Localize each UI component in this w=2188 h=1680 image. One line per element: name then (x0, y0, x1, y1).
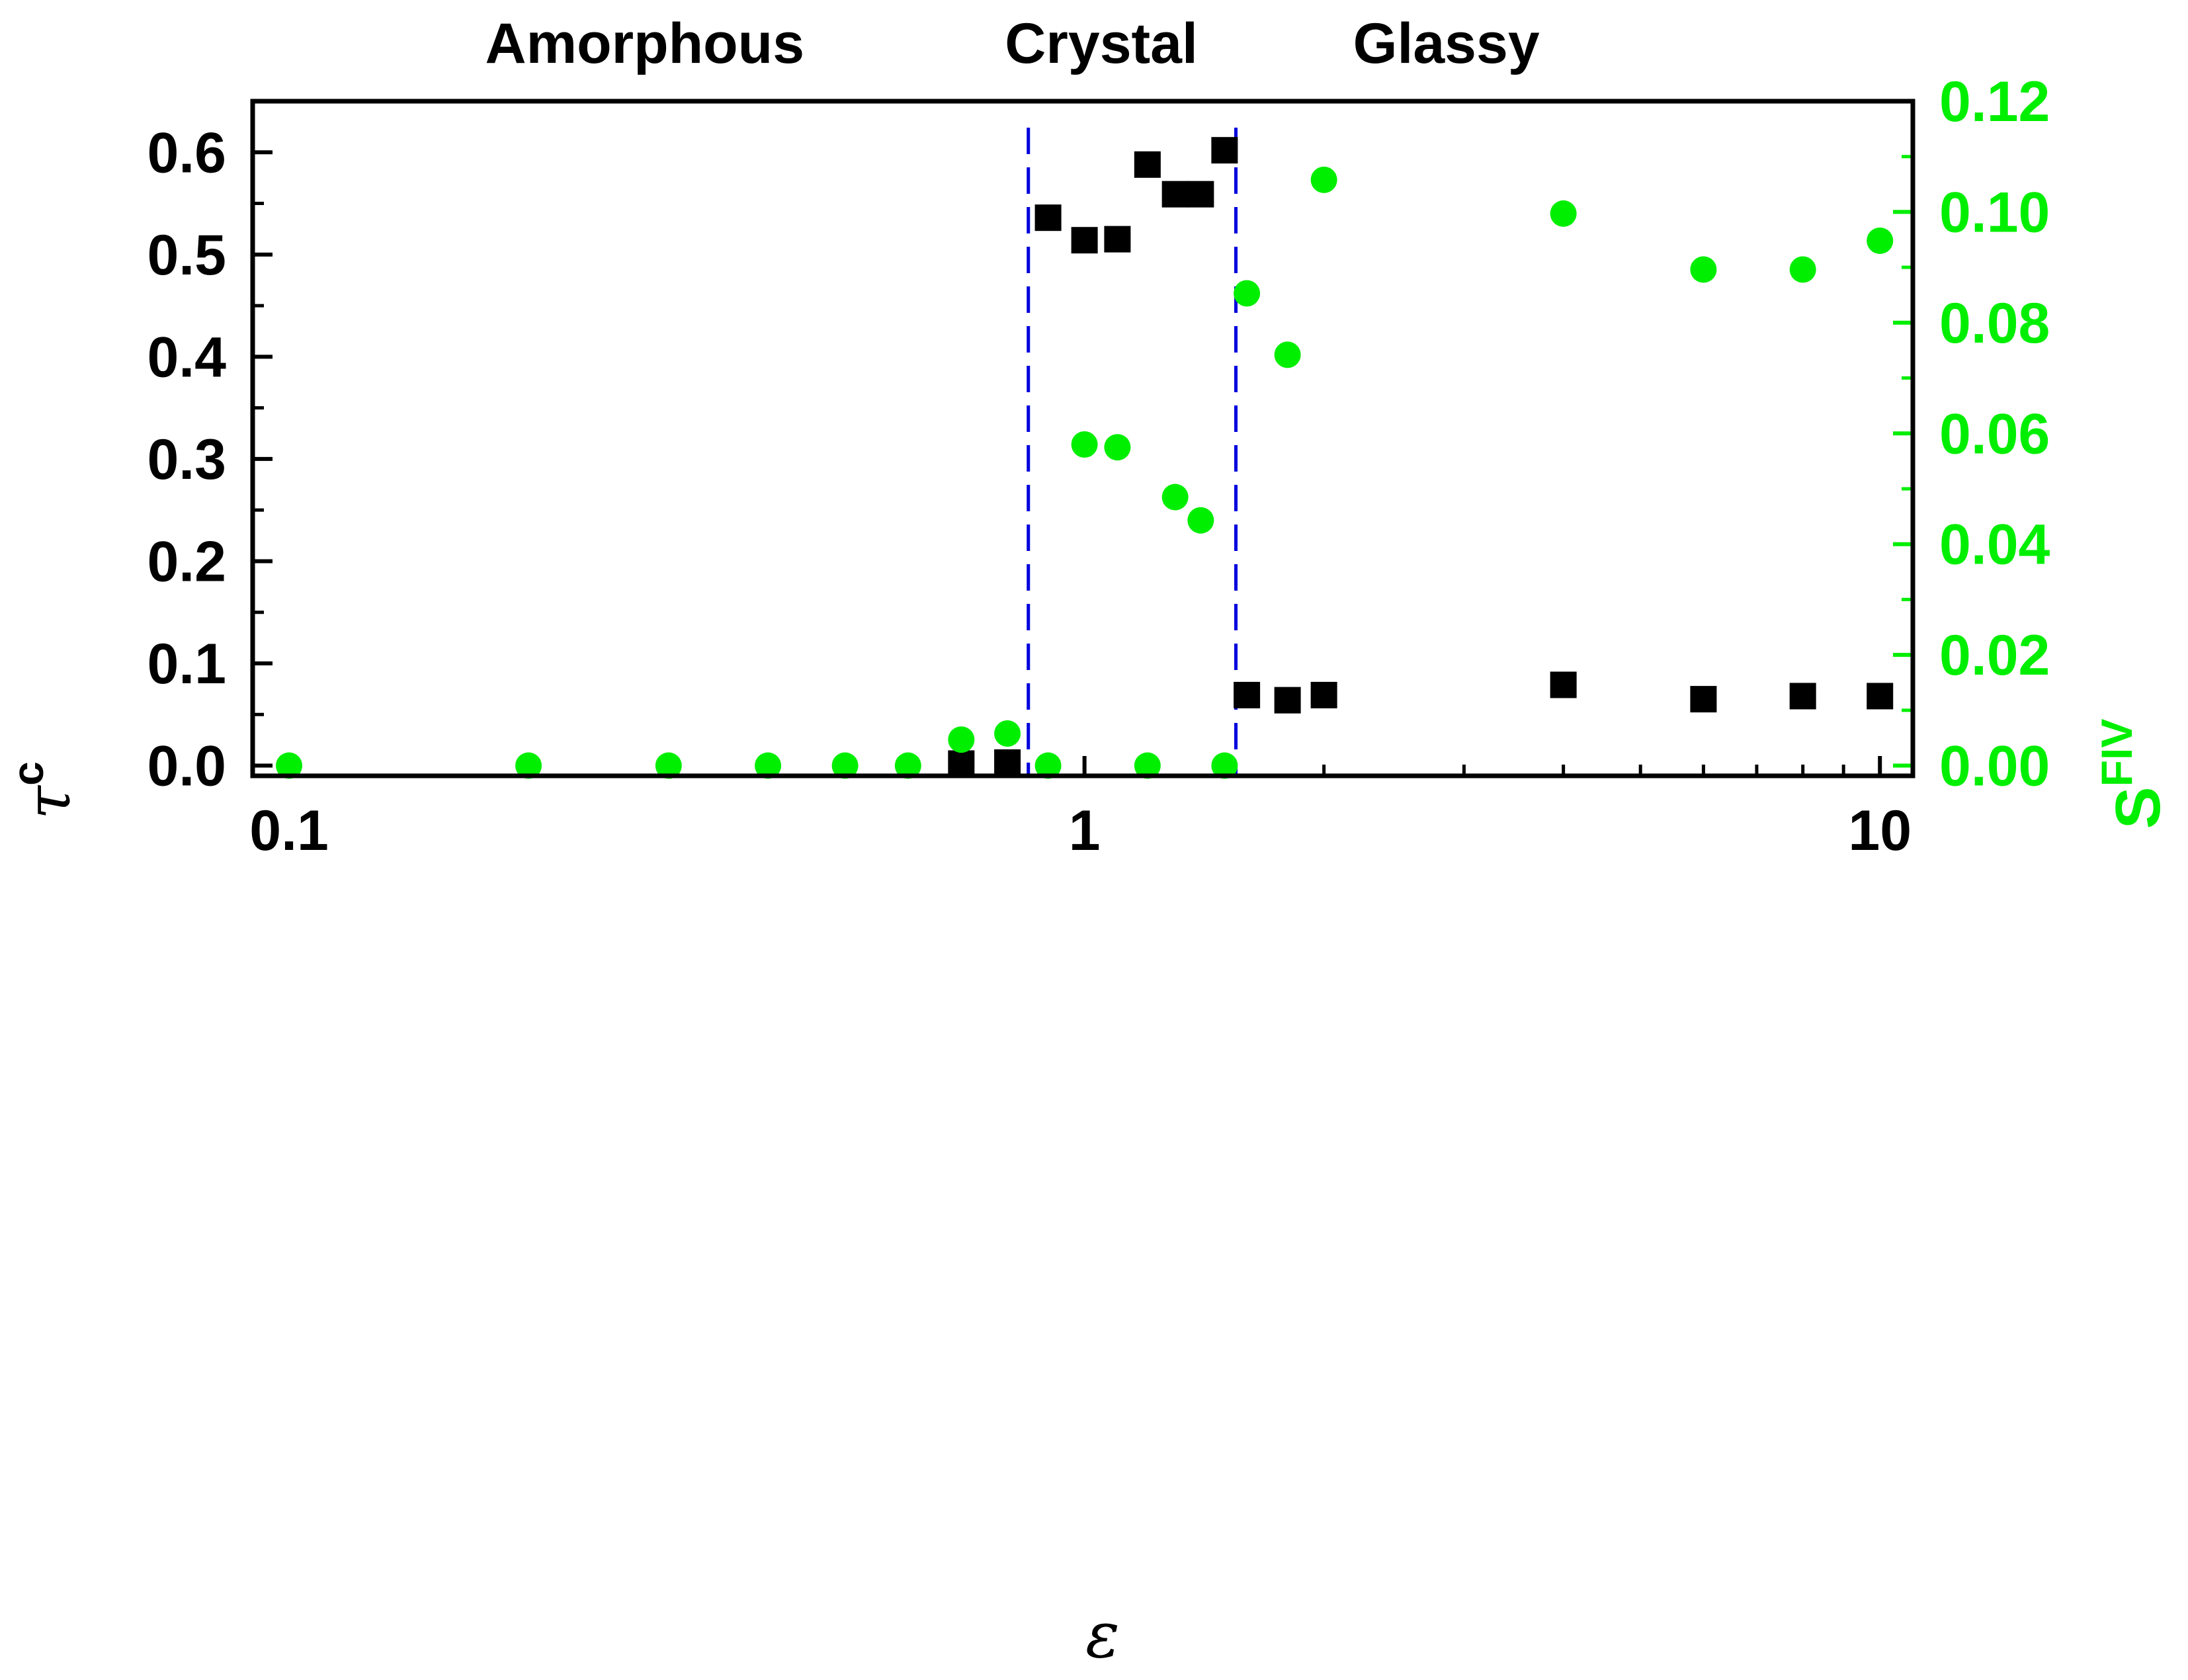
tau-data-point (1034, 204, 1062, 231)
plot-frame (250, 99, 1915, 778)
tau-data-point (1187, 181, 1214, 208)
y-right-axis-label-base: S (2103, 786, 2173, 829)
x-tick-label: 10 (1848, 799, 1912, 862)
sfiv-data-point (994, 720, 1021, 747)
tau-data-point (1867, 683, 1894, 710)
sfiv-data-point (515, 752, 542, 779)
tau-data-point (948, 750, 975, 777)
sfiv-data-point (1310, 166, 1337, 193)
y-left-axis-label: τc (3, 761, 84, 819)
y-right-tick-label: 0.02 (1939, 624, 2050, 687)
x-tick-label: 0.1 (249, 799, 329, 862)
x-axis-label: ε (1085, 1598, 1120, 1672)
sfiv-data-point (1104, 434, 1131, 461)
phase-label: Amorphous (485, 12, 805, 75)
sfiv-data-point (1867, 227, 1894, 254)
tau-data-point (1789, 683, 1816, 710)
tau-data-point (1550, 671, 1577, 698)
phase-boundary-lines (1027, 128, 1238, 776)
sfiv-data-point (1211, 752, 1238, 779)
tau-data-point (1134, 151, 1161, 178)
sfiv-data-point (948, 726, 975, 753)
tau-data-point (1071, 227, 1098, 254)
y-right-tick-label: 0.00 (1939, 735, 2050, 798)
y-left-axis-label-base: τ (13, 784, 84, 819)
y-right-axis-label-sup: FIV (2092, 719, 2141, 787)
sfiv-data-point (655, 752, 682, 779)
tau-data-point (994, 749, 1021, 776)
sfiv-data-point (1034, 752, 1062, 779)
tau-data-point (1104, 226, 1131, 253)
sfiv-data-point (1550, 200, 1577, 227)
y-left-axis-label-sup: c (3, 761, 52, 786)
y-left-tick-label: 0.5 (147, 224, 226, 287)
sfiv-data-point (276, 752, 303, 779)
y-right-tick-label: 0.08 (1939, 292, 2050, 355)
sfiv-data-point (894, 752, 921, 779)
tau-data-point (1211, 137, 1238, 164)
sfiv-data-point (1789, 256, 1816, 283)
y-right-tick-label: 0.04 (1939, 513, 2050, 577)
tau-data-point (1161, 181, 1189, 208)
sfiv-data-point (1071, 431, 1098, 458)
y-right-tick-label: 0.06 (1939, 402, 2050, 466)
tau-data-point (1234, 681, 1261, 708)
x-tick-label: 1 (1069, 799, 1101, 862)
y-right-tick-label: 0.12 (1939, 70, 2050, 134)
y-left-tick-label: 0.0 (147, 735, 226, 798)
y-left-tick-label: 0.6 (147, 121, 226, 185)
tau-data-point (1310, 681, 1337, 708)
sfiv-data-point (1234, 280, 1261, 307)
phase-labels: Amorphous Crystal Glassy (485, 12, 1540, 75)
axis-labels: ε τc SFIV (3, 719, 2173, 1672)
y-left-tick-label: 0.3 (147, 428, 226, 491)
data-points (276, 137, 1894, 779)
sfiv-data-point (1161, 483, 1189, 511)
sfiv-data-point (1134, 752, 1161, 779)
sfiv-data-point (755, 752, 782, 779)
sfiv-data-point (1690, 256, 1717, 283)
phase-label: Glassy (1353, 12, 1540, 75)
sfiv-data-point (1187, 507, 1214, 534)
y-left-tick-label: 0.4 (147, 325, 226, 389)
sfiv-data-point (1274, 341, 1301, 368)
tau-data-point (1690, 686, 1717, 713)
y-left-tick-label: 0.1 (147, 632, 226, 696)
tick-labels: 0.1 1 10 0.0 0.1 0.2 0.3 0.4 0.5 0.6 0.00 0.02 0.04 0… (147, 70, 2050, 862)
y-right-tick-label: 0.10 (1939, 181, 2050, 244)
y-left-tick-label: 0.2 (147, 530, 226, 593)
sfiv-data-point (831, 752, 859, 779)
tau-data-point (1274, 687, 1301, 714)
y-right-axis-label: SFIV (2092, 719, 2173, 829)
phase-label: Crystal (1005, 12, 1198, 75)
